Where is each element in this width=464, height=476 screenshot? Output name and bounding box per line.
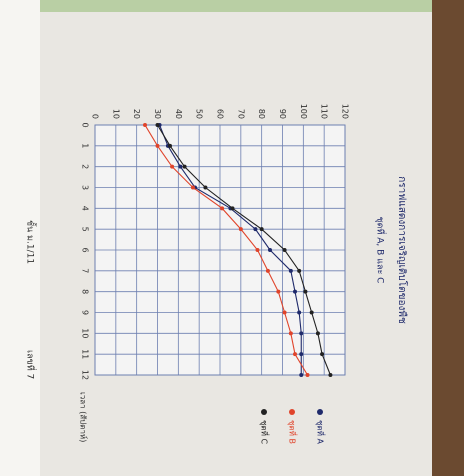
- data-point: [315, 331, 320, 336]
- student-info: ชั้น ม.1/11: [25, 220, 38, 264]
- x-tick-label: 9: [81, 310, 90, 315]
- y-tick-label: 100: [299, 104, 308, 119]
- data-point: [288, 331, 293, 336]
- data-point: [288, 268, 293, 273]
- y-tick-label: 30: [153, 109, 162, 119]
- data-point: [299, 373, 304, 377]
- legend-label: ชุดที่ B: [288, 420, 299, 444]
- data-point: [297, 268, 302, 273]
- x-tick-label: 10: [81, 328, 90, 338]
- data-point: [303, 289, 308, 294]
- legend-marker: [261, 409, 267, 415]
- x-axis-label: เวลา (สัปดาห์): [79, 392, 89, 442]
- legend-marker: [289, 409, 295, 415]
- y-tick-label: 40: [174, 109, 183, 119]
- y-tick-label: 110: [320, 104, 329, 119]
- data-point: [220, 206, 225, 211]
- paper-edge: [0, 0, 40, 476]
- x-tick-label: 12: [81, 370, 90, 380]
- y-tick-label: 60: [216, 109, 225, 119]
- data-point: [230, 206, 235, 211]
- data-point: [297, 310, 302, 315]
- y-tick-label: 10: [111, 109, 120, 119]
- wood: [432, 0, 464, 476]
- x-tick-label: 8: [81, 289, 90, 294]
- y-tick-label: 20: [132, 109, 141, 119]
- chart-subtitle: ชุดที่ A, B และ C: [375, 217, 388, 284]
- y-tick-label: 80: [257, 109, 266, 119]
- x-tick-label: 7: [81, 268, 90, 273]
- data-point: [276, 289, 281, 294]
- data-point: [265, 268, 270, 273]
- top-strip: [0, 0, 464, 12]
- data-point: [238, 227, 243, 232]
- data-point: [143, 123, 147, 127]
- legend-label: ชุดที่ C: [260, 420, 271, 444]
- x-tick-label: 2: [81, 164, 90, 169]
- y-tick-label: 70: [236, 109, 245, 119]
- data-point: [320, 352, 325, 357]
- chart: กราฟแสดงการเจริญเติบโตของพืช ชุดที่ A, B…: [25, 104, 410, 445]
- data-point: [255, 248, 260, 252]
- data-point: [178, 164, 183, 169]
- data-point: [293, 289, 297, 294]
- data-point: [253, 227, 258, 232]
- x-tick-label: 0: [81, 122, 90, 127]
- data-point: [293, 352, 297, 357]
- data-point: [299, 352, 304, 357]
- student-info: เลขที่ 7: [25, 350, 38, 379]
- data-point: [309, 310, 314, 315]
- data-point: [182, 164, 187, 169]
- data-point: [282, 310, 287, 315]
- y-tick-label: 0: [91, 114, 100, 119]
- data-point: [190, 185, 195, 190]
- data-point: [305, 373, 310, 377]
- y-tick-label: 120: [341, 104, 350, 119]
- data-point: [268, 248, 272, 252]
- x-tick-label: 1: [81, 143, 90, 148]
- legend-label: ชุดที่ A: [316, 420, 327, 444]
- y-tick-label: 90: [278, 109, 287, 119]
- data-point: [299, 331, 304, 336]
- data-point: [168, 143, 172, 148]
- x-tick-label: 4: [81, 206, 90, 211]
- data-point: [259, 227, 264, 232]
- data-point: [328, 373, 333, 377]
- data-point: [282, 248, 287, 252]
- x-tick-label: 5: [81, 227, 90, 232]
- data-point: [155, 123, 160, 127]
- y-tick-label: 50: [195, 109, 204, 119]
- x-tick-label: 11: [81, 349, 90, 359]
- chart-title: กราฟแสดงการเจริญเติบโตของพืช: [396, 176, 409, 324]
- data-point: [170, 164, 175, 169]
- x-tick-label: 6: [81, 247, 90, 252]
- data-point: [203, 185, 208, 190]
- legend-marker: [317, 409, 323, 415]
- data-point: [155, 143, 160, 148]
- x-tick-label: 3: [81, 185, 90, 190]
